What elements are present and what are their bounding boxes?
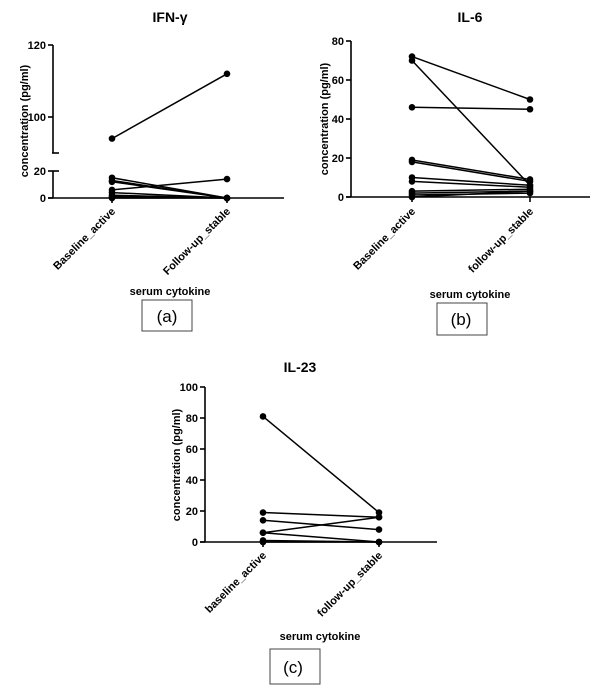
data-point-baseline bbox=[408, 178, 416, 185]
data-point-follow-up bbox=[526, 187, 534, 195]
y-tick-label: 40 bbox=[186, 475, 198, 487]
data-point-baseline bbox=[408, 57, 416, 64]
panel-label: (a) bbox=[157, 307, 178, 326]
y-tick-label: 20 bbox=[332, 153, 344, 165]
chart-title: IL-23 bbox=[284, 359, 317, 375]
data-point-follow-up bbox=[375, 509, 383, 516]
panel-label: (b) bbox=[451, 310, 472, 329]
data-point-baseline bbox=[259, 538, 267, 546]
y-tick-label: 100 bbox=[28, 112, 46, 124]
data-point-baseline bbox=[259, 413, 267, 420]
data-point-baseline bbox=[408, 158, 416, 166]
x-tick-label: baseline_active bbox=[203, 550, 269, 616]
y-tick-label: 80 bbox=[186, 413, 198, 425]
data-point-follow-up bbox=[223, 175, 231, 183]
series-line bbox=[411, 59, 531, 186]
data-point-follow-up bbox=[375, 526, 383, 533]
chart-title: IFN-γ bbox=[153, 9, 188, 25]
series-1 bbox=[259, 413, 383, 516]
series-7 bbox=[259, 538, 383, 546]
data-point-baseline bbox=[259, 509, 267, 516]
y-tick-label: 20 bbox=[186, 506, 198, 518]
series-11 bbox=[408, 187, 534, 201]
y-tick-label: 60 bbox=[332, 75, 344, 87]
series-line bbox=[262, 511, 380, 518]
y-axis-label: concentration (pg/ml) bbox=[19, 64, 31, 177]
chart-il-6: IL-6 concentration (pg/ml) serum cytokin… bbox=[319, 9, 590, 336]
series-line bbox=[411, 188, 531, 192]
series-line bbox=[411, 176, 531, 187]
series-line bbox=[411, 106, 531, 110]
y-tick-label: 60 bbox=[186, 444, 198, 456]
data-point-baseline bbox=[108, 194, 116, 202]
data-point-baseline bbox=[259, 517, 267, 524]
data-point-follow-up bbox=[526, 105, 534, 113]
panel-label-frame bbox=[141, 299, 193, 332]
chart-ifn-gamma: IFN-γ concentration (pg/ml) serum cytoki… bbox=[19, 9, 284, 332]
panel-label-frame bbox=[269, 648, 321, 685]
data-point-baseline bbox=[408, 104, 416, 111]
data-point-follow-up bbox=[223, 194, 231, 202]
panel-label-frame bbox=[436, 302, 488, 336]
data-point-baseline bbox=[108, 178, 116, 186]
y-tick-label: 0 bbox=[338, 192, 344, 204]
series-1 bbox=[108, 70, 231, 142]
panel-label-box: (c) bbox=[269, 648, 321, 685]
x-tick-label: Baseline_active bbox=[51, 206, 118, 273]
series-9 bbox=[108, 194, 231, 202]
data-point-baseline bbox=[408, 193, 416, 201]
x-tick-label: Baseline_active bbox=[351, 206, 418, 273]
chart-il-23: IL-23 concentration (pg/ml) serum cytoki… bbox=[171, 359, 437, 685]
series-2 bbox=[408, 57, 534, 189]
data-point-baseline bbox=[108, 135, 116, 142]
x-axis-label: serum cytokine bbox=[430, 289, 511, 301]
x-tick-label: follow-up_stable bbox=[466, 206, 536, 276]
y-tick-label: 20 bbox=[34, 166, 46, 178]
y-tick-label: 100 bbox=[180, 382, 198, 394]
y-tick-label: 40 bbox=[332, 114, 344, 126]
series-line bbox=[411, 180, 531, 188]
data-point-baseline bbox=[259, 529, 267, 536]
panel-label-box: (b) bbox=[436, 302, 488, 336]
y-axis-label: concentration (pg/ml) bbox=[171, 408, 183, 521]
data-point-follow-up bbox=[375, 513, 383, 521]
series-line bbox=[111, 181, 228, 199]
series-line bbox=[262, 516, 380, 534]
data-point-follow-up bbox=[526, 96, 534, 103]
series-line bbox=[411, 190, 531, 198]
series-5 bbox=[259, 529, 383, 546]
x-axis-label: serum cytokine bbox=[280, 631, 361, 643]
y-tick-label: 0 bbox=[40, 193, 46, 205]
series-1 bbox=[408, 53, 534, 103]
panel-label-box: (a) bbox=[141, 299, 193, 332]
x-tick-label: follow-up_stable bbox=[315, 550, 385, 620]
y-tick-label: 120 bbox=[28, 40, 46, 52]
data-point-follow-up bbox=[223, 70, 231, 78]
series-line bbox=[411, 161, 531, 183]
series-line bbox=[411, 159, 531, 181]
series-line bbox=[111, 73, 228, 140]
x-tick-label: Follow-up_stable bbox=[161, 206, 233, 278]
data-point-follow-up bbox=[375, 538, 383, 546]
chart-title: IL-6 bbox=[458, 9, 483, 25]
series-line bbox=[111, 178, 228, 191]
y-tick-label: 80 bbox=[332, 36, 344, 48]
x-axis-label: serum cytokine bbox=[130, 286, 211, 298]
y-axis-label: concentration (pg/ml) bbox=[319, 62, 331, 175]
series-line bbox=[262, 531, 380, 543]
series-line bbox=[262, 415, 380, 514]
series-6 bbox=[259, 537, 383, 546]
y-tick-label: 0 bbox=[192, 537, 198, 549]
series-line bbox=[411, 55, 531, 101]
panel-label: (c) bbox=[283, 658, 303, 677]
series-3 bbox=[408, 104, 534, 113]
